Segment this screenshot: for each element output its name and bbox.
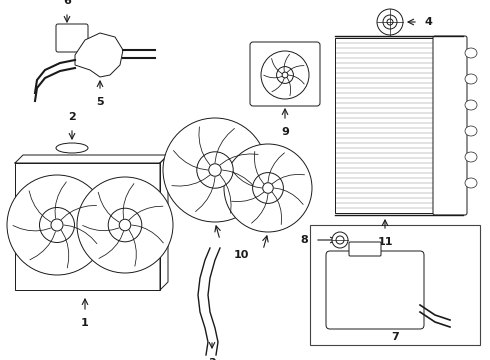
Circle shape: [253, 172, 283, 203]
Circle shape: [224, 144, 312, 232]
Text: 2: 2: [68, 112, 76, 122]
Text: 9: 9: [281, 127, 289, 137]
Text: 10: 10: [233, 250, 249, 260]
Text: 11: 11: [377, 237, 393, 247]
Circle shape: [387, 19, 393, 25]
Circle shape: [108, 208, 142, 242]
FancyBboxPatch shape: [349, 242, 381, 256]
Text: 8: 8: [300, 235, 308, 245]
Ellipse shape: [465, 74, 477, 84]
Text: 1: 1: [81, 318, 89, 328]
Text: 7: 7: [391, 332, 399, 342]
Circle shape: [51, 219, 63, 231]
Text: 5: 5: [96, 97, 104, 107]
Circle shape: [377, 9, 403, 35]
Circle shape: [209, 164, 221, 176]
Circle shape: [332, 232, 348, 248]
Ellipse shape: [465, 178, 477, 188]
FancyBboxPatch shape: [56, 24, 88, 52]
Circle shape: [163, 118, 267, 222]
Ellipse shape: [465, 152, 477, 162]
Circle shape: [263, 183, 273, 193]
Circle shape: [119, 219, 131, 231]
Text: 6: 6: [63, 0, 71, 6]
Bar: [335, 38, 435, 213]
Text: 4: 4: [424, 17, 432, 27]
Circle shape: [383, 15, 397, 29]
Polygon shape: [75, 33, 123, 77]
Circle shape: [197, 152, 233, 188]
FancyBboxPatch shape: [433, 36, 467, 215]
Circle shape: [282, 72, 288, 78]
Ellipse shape: [56, 143, 88, 153]
Circle shape: [40, 207, 74, 243]
Ellipse shape: [465, 48, 477, 58]
Circle shape: [336, 236, 344, 244]
Ellipse shape: [465, 100, 477, 110]
Bar: [310, 225, 480, 345]
FancyBboxPatch shape: [326, 251, 424, 329]
Circle shape: [7, 175, 107, 275]
Bar: [15, 163, 160, 290]
Circle shape: [276, 67, 294, 84]
Circle shape: [77, 177, 173, 273]
FancyBboxPatch shape: [250, 42, 320, 106]
Text: 3: 3: [208, 358, 216, 360]
Circle shape: [261, 51, 309, 99]
Ellipse shape: [465, 126, 477, 136]
